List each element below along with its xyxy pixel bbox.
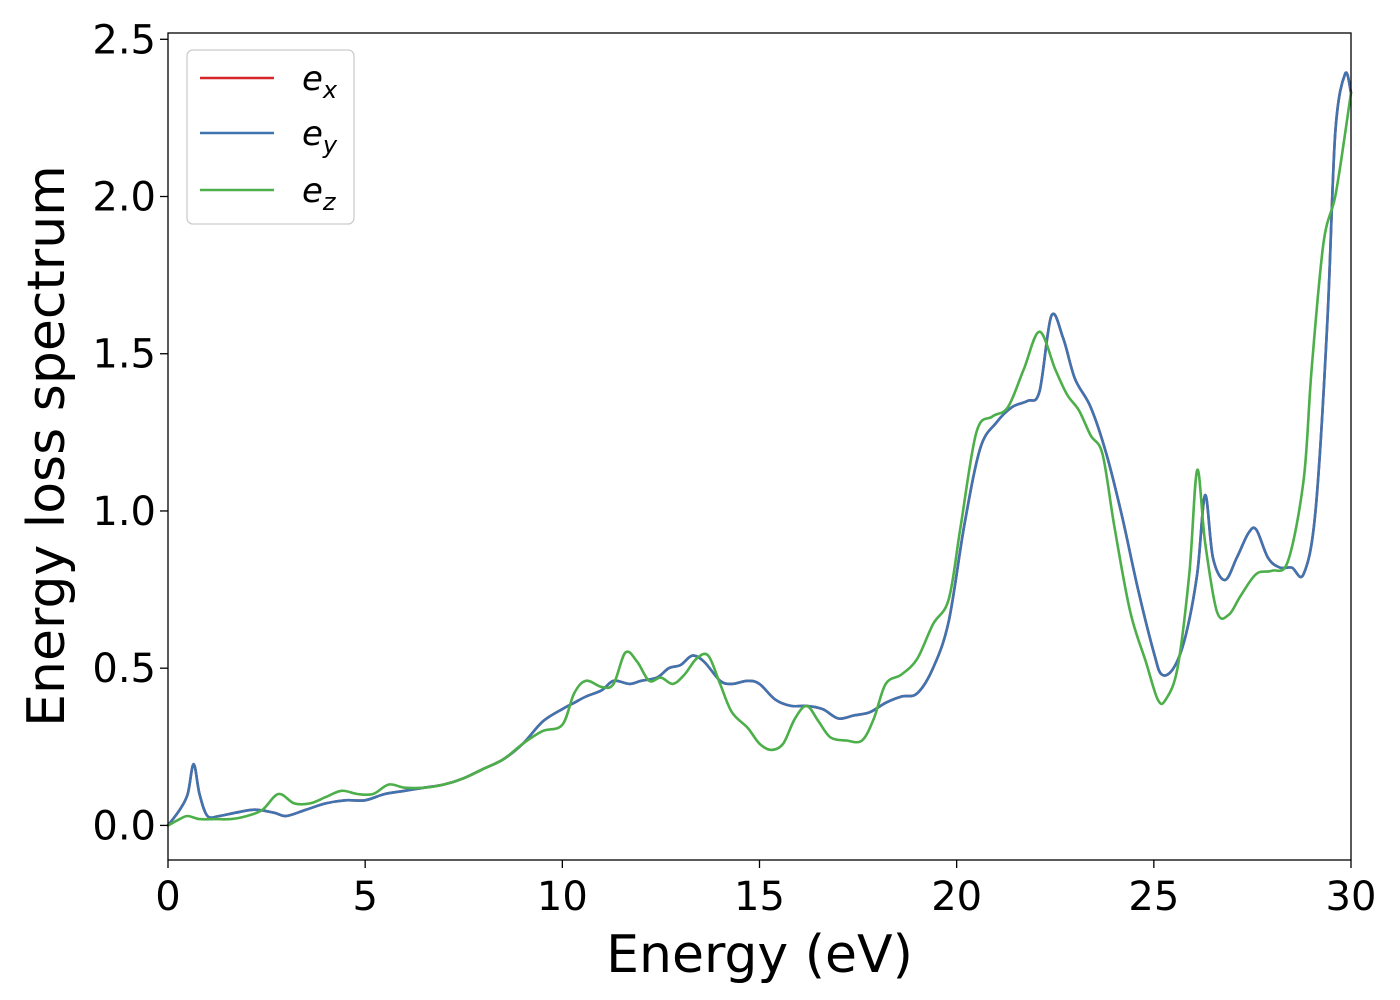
legend-box bbox=[186, 49, 355, 225]
y-tick-label: 1.0 bbox=[92, 489, 156, 535]
legend-label-z: ez bbox=[302, 171, 337, 216]
series-layer bbox=[166, 71, 1353, 827]
y-tick-label: 1.5 bbox=[92, 332, 156, 378]
legend-label-x: ex bbox=[302, 59, 338, 104]
x-axis-title: Energy (eV) bbox=[606, 925, 913, 985]
x-tick-label: 0 bbox=[155, 874, 180, 920]
y-axis-title: Energy loss spectrum bbox=[17, 165, 77, 727]
y-tick-label: 2.0 bbox=[92, 175, 156, 221]
legend-label-y: ey bbox=[302, 114, 338, 159]
x-tick-label: 5 bbox=[352, 874, 377, 920]
x-axis: 0 5 10 15 20 25 30 bbox=[155, 860, 1376, 920]
series-line-e-y bbox=[166, 71, 1353, 827]
x-tick-label: 30 bbox=[1326, 874, 1377, 920]
y-tick-label: 0.5 bbox=[92, 646, 156, 692]
series-line-e-z bbox=[166, 91, 1353, 827]
x-tick-label: 25 bbox=[1128, 874, 1179, 920]
legend: ex ey ez bbox=[186, 49, 355, 225]
x-tick-label: 10 bbox=[537, 874, 588, 920]
y-axis: 0.0 0.5 1.0 1.5 2.0 2.5 bbox=[92, 17, 168, 849]
x-tick-label: 20 bbox=[931, 874, 982, 920]
plot-area bbox=[168, 33, 1351, 860]
y-tick-label: 2.5 bbox=[92, 17, 156, 63]
x-tick-label: 15 bbox=[734, 874, 785, 920]
y-tick-label: 0.0 bbox=[92, 803, 156, 849]
